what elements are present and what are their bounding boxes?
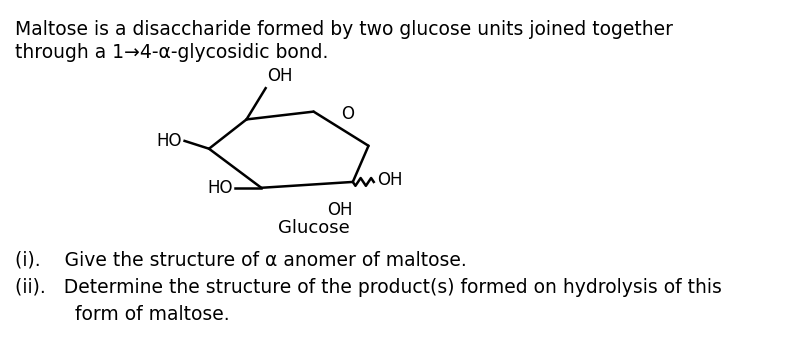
Text: form of maltose.: form of maltose. <box>14 305 229 324</box>
Text: through a 1→4-α-glycosidic bond.: through a 1→4-α-glycosidic bond. <box>14 43 328 62</box>
Text: (i).    Give the structure of α anomer of maltose.: (i). Give the structure of α anomer of m… <box>14 250 467 269</box>
Text: Maltose is a disaccharide formed by two glucose units joined together: Maltose is a disaccharide formed by two … <box>14 20 673 39</box>
Text: (ii).   Determine the structure of the product(s) formed on hydrolysis of this: (ii). Determine the structure of the pro… <box>14 278 722 297</box>
Text: O: O <box>342 105 354 123</box>
Text: OH: OH <box>267 67 293 85</box>
Text: HO: HO <box>207 179 233 197</box>
Text: OH: OH <box>327 202 353 219</box>
Text: OH: OH <box>377 171 403 189</box>
Text: Glucose: Glucose <box>277 219 350 237</box>
Text: HO: HO <box>156 132 182 150</box>
